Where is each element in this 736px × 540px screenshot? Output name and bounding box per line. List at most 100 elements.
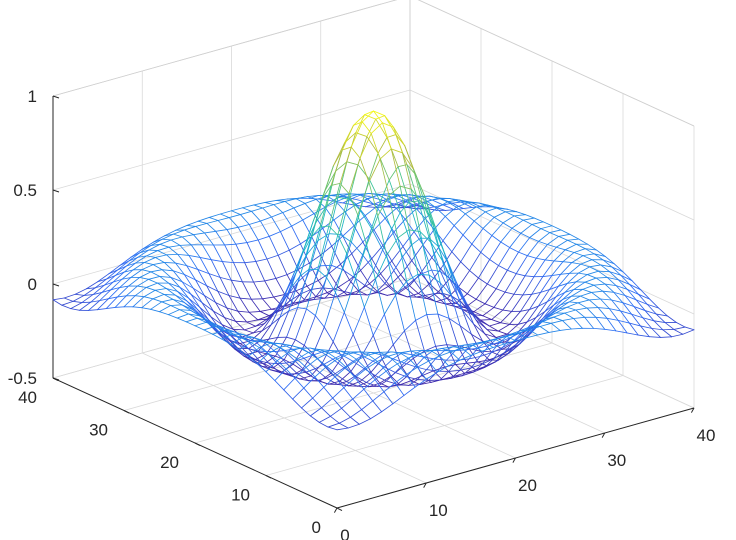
mesh-segment [571,262,582,265]
mesh-segment [52,299,63,306]
mesh-segment [261,339,271,344]
mesh-segment [90,292,103,303]
mesh-segment [560,229,571,235]
mesh-segment [283,389,294,400]
mesh-segment [426,369,439,372]
mesh-segment [352,360,365,370]
mesh-segment [517,309,530,325]
mesh-segment [393,126,406,147]
mesh-segment [219,276,232,281]
mesh-segment [569,263,582,274]
mesh-segment [493,347,503,360]
mesh-segment [172,298,185,303]
mesh-segment [121,277,132,280]
mesh-segment [361,409,371,420]
mesh-segment [114,295,127,308]
mesh-segment [350,351,363,357]
mesh-segment [284,201,295,209]
mesh-segment [154,288,167,291]
x-tick-label: 20 [518,476,537,495]
mesh-segment [331,200,344,204]
mesh-segment [626,288,637,301]
mesh-segment [350,146,361,159]
mesh-segment [190,293,203,304]
mesh-segment [422,203,432,244]
mesh-segment [450,295,463,311]
mesh-segment [425,371,438,380]
mesh-segment [246,319,259,323]
mesh-segment [148,275,161,280]
mesh-segment [549,232,560,237]
mesh-segment [159,239,172,245]
mesh-segment [150,243,161,246]
mesh-segment [319,349,329,354]
mesh-segment [330,233,341,266]
mesh-segment [70,308,81,311]
mesh-segment [314,363,325,370]
mesh-segment [417,379,430,381]
mesh-segment [473,311,484,317]
mesh-segment [450,375,463,379]
mesh-segment [529,291,542,310]
mesh-segment [315,315,325,328]
mesh-segment [466,362,477,371]
mesh-segment [241,337,251,343]
mesh-segment [106,269,119,280]
mesh-segment [188,297,201,308]
mesh-segment [302,219,313,237]
mesh-segment [310,226,321,238]
mesh-segment [183,301,194,311]
mesh-segment [439,370,450,381]
mesh-segment [259,220,270,237]
mesh-segment [458,286,468,295]
mesh-segment [286,307,299,338]
mesh-segment [375,283,386,293]
mesh-segment [399,185,410,231]
mesh-segment [116,285,129,298]
mesh-segment [231,210,241,215]
mesh-segment [562,252,575,263]
mesh-segment [455,280,466,304]
mesh-segment [294,360,307,373]
mesh-segment [637,334,650,338]
mesh-segment [383,382,396,393]
mesh-segment [350,409,363,418]
mesh-segment [497,324,510,332]
mesh-segment [280,225,293,233]
y-tick-label: 30 [89,421,108,440]
mesh-segment [484,207,497,213]
mesh-segment [327,352,338,360]
mesh-segment [101,281,114,293]
mesh-segment [541,321,552,324]
mesh-segment [426,314,437,347]
mesh-segment [363,360,374,370]
mesh-segment [435,297,448,303]
mesh-segment [638,293,651,300]
mesh-segment [114,306,125,308]
mesh-segment [304,296,317,301]
mesh-segment [259,216,272,222]
mesh-segment [620,310,630,324]
mesh-segment [324,206,335,221]
mesh-segment [308,240,319,272]
mesh-segment [518,251,528,257]
mesh-segment [344,211,355,227]
mesh-segment [70,302,83,310]
mesh-segment [464,213,475,222]
mesh-segment [365,368,376,381]
mesh-segment [595,316,608,319]
mesh-segment [306,195,319,198]
mesh-segment [649,298,659,309]
mesh-segment [493,291,506,308]
mesh-segment [631,313,644,319]
mesh-segment [221,261,232,281]
mesh-segment [604,283,617,287]
mesh-segment [155,254,168,258]
mesh-segment [506,335,516,342]
mesh-segment [439,351,452,357]
mesh-segment [479,345,490,357]
mesh-segment [399,380,412,386]
mesh-segment [290,275,301,289]
mesh-segment [513,293,524,296]
mesh-segment [370,358,383,373]
